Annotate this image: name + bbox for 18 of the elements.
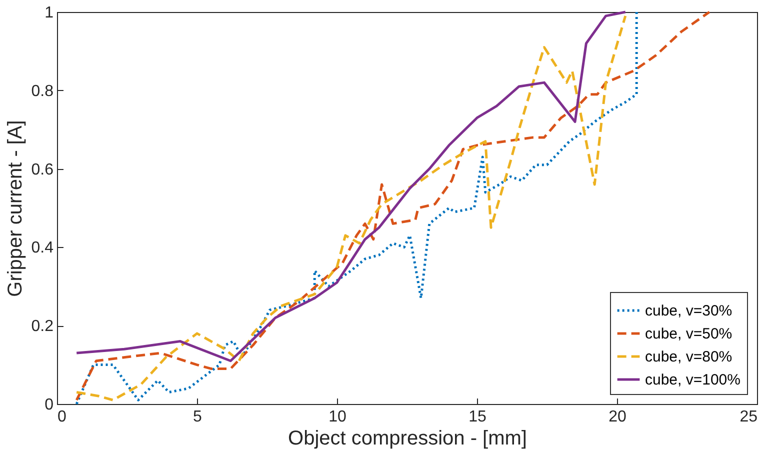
legend-label: cube, v=80% [645, 348, 732, 366]
y-tick-label: 1 [44, 4, 54, 22]
y-tick-label: 0 [44, 396, 54, 414]
x-axis-title: Object compression - [mm] [288, 428, 527, 450]
x-tick-label: 5 [193, 408, 202, 426]
y-tick-label: 0.4 [31, 240, 54, 257]
x-tick-label: 20 [608, 408, 626, 426]
y-tick-label: 0.6 [31, 161, 54, 178]
x-tick-label: 10 [328, 408, 346, 426]
x-tick-label: 0 [58, 408, 66, 426]
legend-label: cube, v=30% [645, 302, 732, 320]
y-tick-label: 0.8 [31, 82, 54, 100]
x-tick-label: 15 [468, 408, 486, 426]
legend-label: cube, v=50% [645, 326, 732, 342]
y-tick-label: 0.2 [31, 318, 54, 336]
x-tick-label: 25 [740, 408, 758, 426]
y-axis-title: Gripper current - [A] [4, 120, 26, 297]
legend-label: cube, v=100% [645, 372, 740, 388]
